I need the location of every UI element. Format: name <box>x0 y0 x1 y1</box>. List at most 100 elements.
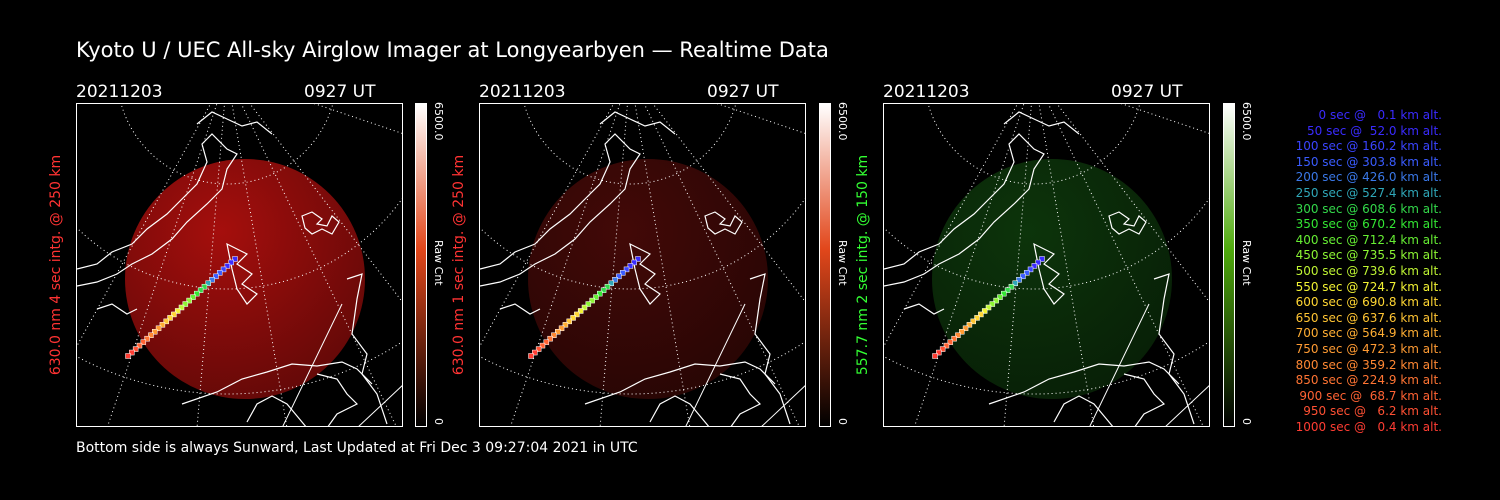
legend-entry: 200 sec @ 426.0 km alt. <box>1295 170 1442 185</box>
trajectory-point <box>1004 287 1011 293</box>
colorbar-min-label: 0 <box>1240 418 1253 425</box>
trajectory-point <box>547 335 553 342</box>
legend-entry: 550 sec @ 724.7 km alt. <box>1295 279 1442 294</box>
trajectory-point <box>574 311 580 318</box>
trajectory-point <box>566 318 572 325</box>
legend-entry: 700 sec @ 564.9 km alt. <box>1295 326 1442 341</box>
trajectory-point <box>989 301 996 307</box>
trajectory-point <box>1001 290 1007 297</box>
trajectory-point <box>974 315 980 321</box>
allsky-image-panel <box>883 103 1210 427</box>
trajectory-point <box>943 342 950 349</box>
colorbar-unit-label: Raw Cnt <box>432 240 445 286</box>
airglow-disk <box>125 159 365 399</box>
panel-time: 0927 UT <box>304 82 376 102</box>
legend-entry: 350 sec @ 670.2 km alt. <box>1295 217 1442 232</box>
colorbar <box>1223 103 1235 427</box>
trajectory-point <box>1039 256 1045 262</box>
trajectory-point <box>600 287 607 293</box>
trajectory-point <box>1031 263 1038 269</box>
trajectory-point <box>570 315 576 321</box>
colorbar-max-label: 6500.0 <box>836 102 849 141</box>
trajectory-point <box>551 332 557 338</box>
trajectory-point <box>558 325 565 332</box>
trajectory-point <box>1016 277 1022 283</box>
trajectory-point <box>932 353 938 359</box>
trajectory-point <box>543 339 550 345</box>
trajectory-point <box>631 259 637 266</box>
legend-entry: 50 sec @ 52.0 km alt. <box>1307 123 1442 138</box>
trajectory-point <box>528 353 534 359</box>
trajectory-point <box>555 329 561 335</box>
trajectory-point <box>993 297 999 304</box>
trajectory-point <box>936 349 942 356</box>
legend-entry: 600 sec @ 690.8 km alt. <box>1295 295 1442 310</box>
trajectory-point <box>167 315 173 321</box>
trajectory-legend: 0 sec @ 0.1 km alt. 50 sec @ 52.0 km alt.… <box>1296 108 1442 435</box>
legend-entry: 400 sec @ 712.4 km alt. <box>1295 232 1442 247</box>
trajectory-point <box>562 322 569 328</box>
trajectory-point <box>228 259 234 266</box>
trajectory-point <box>951 335 957 342</box>
trajectory-point <box>970 318 976 325</box>
panel-date: 20211203 <box>479 82 566 102</box>
panel-date: 20211203 <box>883 82 970 102</box>
trajectory-point <box>535 346 542 352</box>
trajectory-point <box>581 304 588 311</box>
trajectory-point <box>1023 270 1030 276</box>
trajectory-point <box>1020 273 1026 280</box>
colorbar-max-label: 6500.0 <box>432 102 445 141</box>
trajectory-point <box>589 297 595 304</box>
legend-entry: 650 sec @ 637.6 km alt. <box>1295 310 1442 325</box>
legend-entry: 100 sec @ 160.2 km alt. <box>1295 139 1442 154</box>
trajectory-point <box>635 256 641 262</box>
allsky-image-panel <box>479 103 806 427</box>
colorbar-min-label: 0 <box>836 418 849 425</box>
legend-entry: 800 sec @ 359.2 km alt. <box>1295 357 1442 372</box>
legend-entry: 1000 sec @ 0.4 km alt. <box>1295 419 1442 434</box>
trajectory-point <box>159 322 166 328</box>
trajectory-point <box>1008 283 1015 290</box>
trajectory-point <box>585 301 592 307</box>
legend-entry: 450 sec @ 735.5 km alt. <box>1295 248 1442 263</box>
trajectory-point <box>178 304 185 311</box>
allsky-map <box>884 104 1209 426</box>
airglow-disk <box>932 159 1172 399</box>
legend-entry: 850 sec @ 224.9 km alt. <box>1295 373 1442 388</box>
legend-entry: 250 sec @ 527.4 km alt. <box>1295 185 1442 200</box>
trajectory-point <box>213 273 219 280</box>
trajectory-point <box>1027 266 1034 273</box>
trajectory-point <box>623 266 630 273</box>
trajectory-point <box>190 294 196 300</box>
trajectory-point <box>224 263 231 269</box>
trajectory-point <box>205 280 211 286</box>
trajectory-point <box>136 342 143 349</box>
trajectory-point <box>962 325 969 332</box>
trajectory-point <box>978 311 984 318</box>
trajectory-point <box>997 294 1003 300</box>
trajectory-point <box>132 346 139 352</box>
trajectory-point <box>174 308 181 314</box>
colorbar <box>415 103 427 427</box>
trajectory-point <box>985 304 992 311</box>
trajectory-point <box>966 322 973 328</box>
trajectory-point <box>593 294 599 300</box>
trajectory-point <box>959 329 965 335</box>
trajectory-point <box>197 287 204 293</box>
trajectory-point <box>532 349 538 356</box>
colorbar-max-label: 6500.0 <box>1240 102 1253 141</box>
trajectory-point <box>152 329 158 335</box>
trajectory-point <box>947 339 954 345</box>
airglow-disk <box>528 159 768 399</box>
panel-ylabel: 630.0 nm 1 sec intg. @ 250 km <box>451 154 468 376</box>
footer-status: Bottom side is always Sunward, Last Upda… <box>76 440 638 456</box>
legend-entry: 950 sec @ 6.2 km alt. <box>1303 404 1442 419</box>
trajectory-point <box>608 280 614 286</box>
trajectory-point <box>577 308 584 314</box>
trajectory-point <box>148 332 154 338</box>
page-title: Kyoto U / UEC All-sky Airglow Imager at … <box>76 38 829 62</box>
trajectory-point <box>155 325 162 332</box>
colorbar-min-label: 0 <box>432 418 445 425</box>
trajectory-point <box>186 297 192 304</box>
trajectory-point <box>209 277 215 283</box>
